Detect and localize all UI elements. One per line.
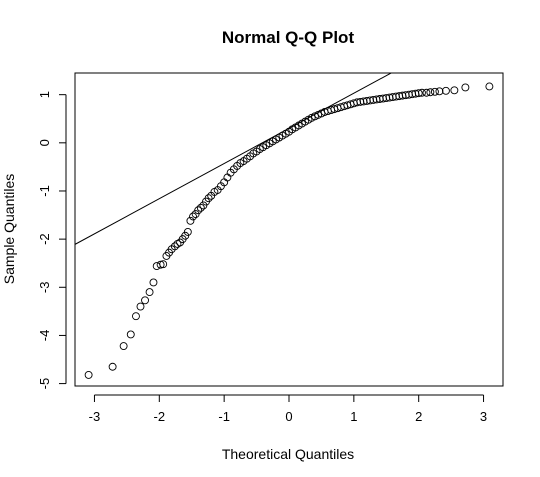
data-point (132, 312, 140, 321)
x-tick-label: -1 (218, 409, 230, 424)
data-point (223, 173, 232, 182)
plot-frame (74, 72, 504, 387)
data-point (152, 262, 161, 271)
y-axis: -5 -4 -3 -2 -1 0 1 (37, 91, 67, 390)
x-tick-label: 0 (285, 409, 292, 424)
x-axis-label: Theoretical Quantiles (222, 446, 354, 462)
data-point (426, 88, 435, 97)
y-tick-label: -5 (37, 378, 52, 390)
x-tick-label: -3 (89, 409, 101, 424)
data-point (145, 288, 154, 297)
data-point (119, 342, 128, 350)
data-point (126, 330, 135, 339)
data-point (136, 302, 145, 311)
x-tick-label: -2 (154, 409, 166, 424)
y-tick-label: -1 (37, 185, 52, 197)
data-point (422, 88, 431, 97)
data-point (204, 194, 213, 203)
data-point (417, 88, 426, 97)
data-point (108, 362, 117, 371)
data-point (141, 296, 149, 305)
x-tick-label: 1 (350, 409, 357, 424)
data-point (159, 260, 168, 269)
y-tick-label: -4 (37, 330, 52, 342)
data-point (186, 216, 195, 225)
data-point (414, 89, 423, 98)
data-point (170, 242, 179, 251)
data-point (196, 203, 205, 212)
y-axis-label: Sample Quantiles (1, 174, 17, 285)
reference-line-layer (75, 73, 393, 245)
data-point (181, 231, 190, 240)
data-point (156, 260, 165, 269)
x-axis: -3 -2 -1 0 1 2 3 (89, 394, 487, 424)
data-point (435, 87, 444, 96)
data-point (199, 201, 208, 210)
data-point (194, 206, 203, 215)
data-point (450, 86, 459, 95)
y-tick-label: -2 (37, 233, 52, 245)
y-tick-label: 1 (37, 91, 52, 98)
data-point (461, 83, 470, 92)
data-point (149, 278, 158, 287)
chart-title: Normal Q-Q Plot (222, 28, 355, 47)
qq-reference-line (75, 73, 393, 245)
data-point (485, 82, 494, 91)
data-point (441, 86, 450, 95)
x-tick-label: 3 (480, 409, 487, 424)
x-tick-label: 2 (415, 409, 422, 424)
data-point (183, 227, 192, 236)
y-tick-label: 0 (37, 139, 52, 146)
data-point (189, 212, 197, 221)
data-point (191, 210, 200, 219)
y-tick-label: -3 (37, 282, 52, 294)
data-point (430, 87, 439, 96)
points-layer (84, 82, 494, 379)
data-point (84, 370, 93, 379)
